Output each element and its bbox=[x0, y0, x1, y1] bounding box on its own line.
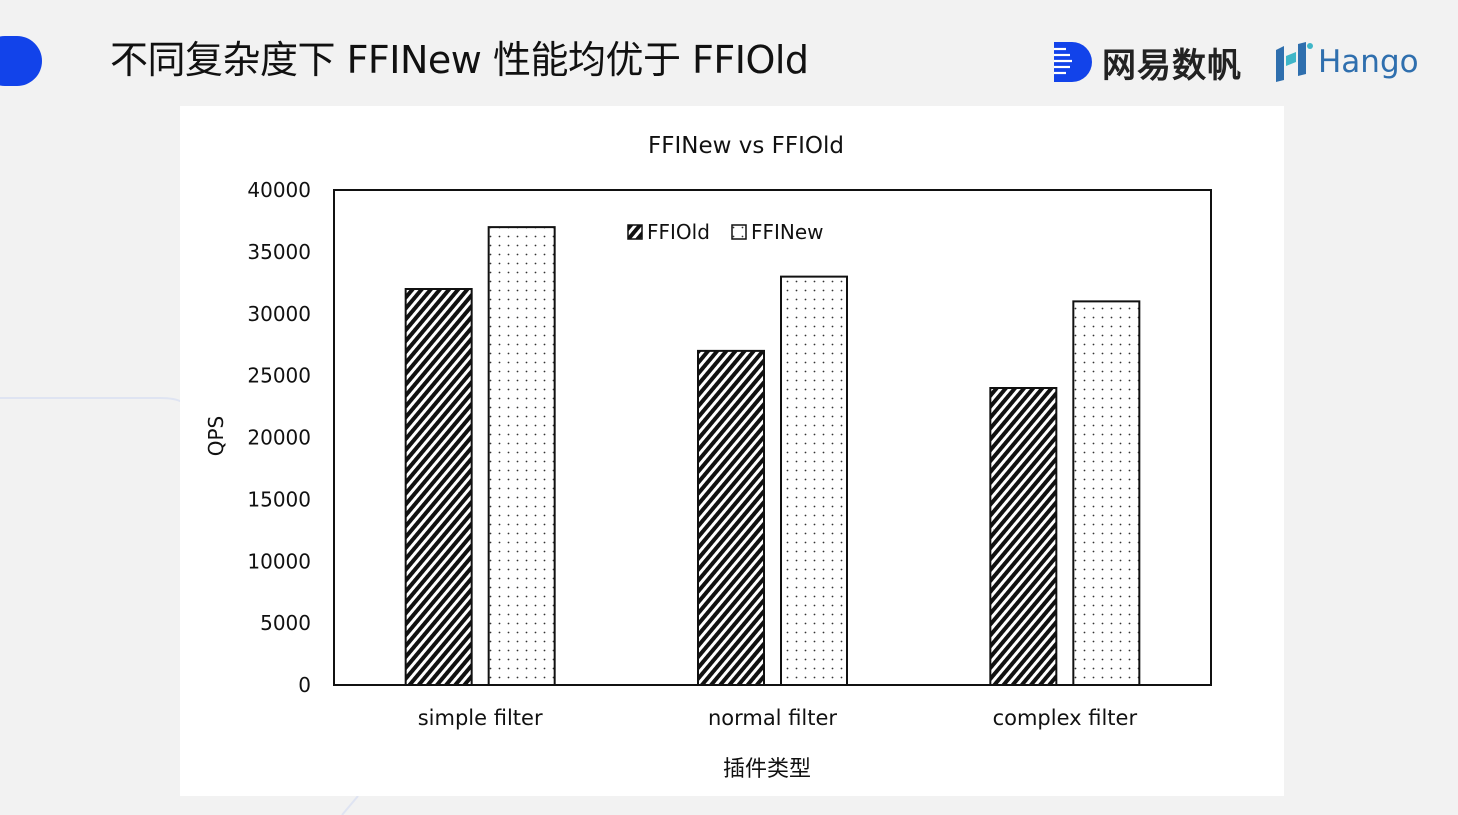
netease-shufan-logo-icon bbox=[1054, 42, 1092, 82]
y-tick-label: 30000 bbox=[247, 302, 311, 326]
hango-logo: Hango bbox=[1272, 36, 1419, 88]
legend-label-ffinew: FFINew bbox=[751, 220, 824, 244]
accent-tab bbox=[0, 36, 42, 86]
decorative-line-bottom bbox=[341, 795, 359, 815]
y-tick-label: 40000 bbox=[247, 178, 311, 202]
chart-panel: FFINew vs FFIOld QPS 插件类型 0 5000 10000 1500… bbox=[180, 106, 1284, 796]
y-tick-label: 10000 bbox=[247, 549, 311, 573]
legend-label-ffiold: FFIOld bbox=[647, 220, 710, 244]
y-tick-label: 15000 bbox=[247, 487, 311, 511]
bar-ffiold-2 bbox=[697, 349, 765, 686]
y-axis-label: QPS bbox=[204, 416, 228, 457]
x-tick-label: complex filter bbox=[993, 706, 1138, 730]
netease-brand-name: 网易数帆 bbox=[1102, 45, 1242, 86]
y-tick-label: 35000 bbox=[247, 240, 311, 264]
plot-frame bbox=[333, 189, 1212, 686]
bar-ffiold-3 bbox=[989, 387, 1058, 686]
hango-brand-name: Hango bbox=[1318, 44, 1419, 80]
x-tick-label: normal filter bbox=[708, 706, 837, 730]
legend: FFIOld FFINew bbox=[627, 220, 824, 244]
bar-ffinew-3 bbox=[1072, 300, 1141, 686]
x-axis-label: 插件类型 bbox=[723, 757, 811, 782]
legend-swatch-ffiold bbox=[627, 224, 643, 240]
hango-logo-icon bbox=[1276, 42, 1313, 82]
y-tick-label: 25000 bbox=[247, 364, 311, 388]
legend-swatch-ffinew bbox=[731, 224, 747, 240]
y-tick-label: 0 bbox=[298, 673, 311, 697]
y-tick-label: 20000 bbox=[247, 426, 311, 450]
netease-shufan-logo: 网易数帆 bbox=[1052, 36, 1242, 88]
bar-chart: FFINew vs FFIOld QPS 插件类型 0 5000 10000 1500… bbox=[204, 133, 1212, 782]
chart-title: FFINew vs FFIOld bbox=[648, 133, 844, 159]
y-tick-label: 5000 bbox=[260, 611, 311, 635]
bar-ffinew-1 bbox=[487, 226, 556, 686]
bar-ffiold-1 bbox=[404, 288, 473, 686]
x-tick-label: simple filter bbox=[418, 706, 543, 730]
page-title: 不同复杂度下 FFINew 性能均优于 FFIOld bbox=[110, 38, 809, 82]
bar-ffinew-2 bbox=[780, 275, 848, 686]
